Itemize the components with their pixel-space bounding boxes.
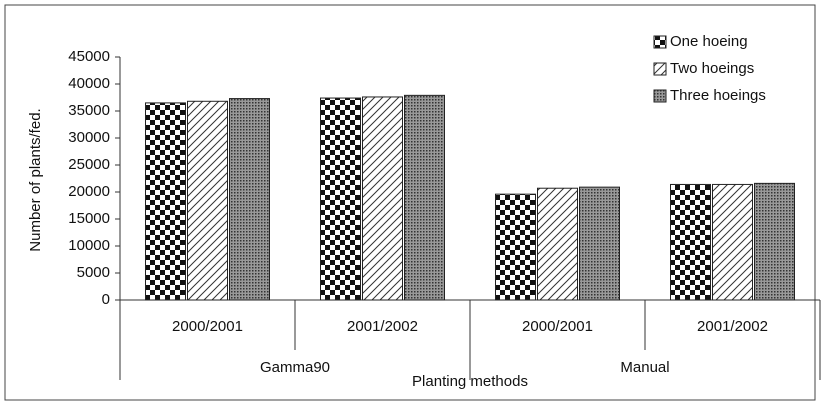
legend-label: Three hoeings: [670, 87, 766, 104]
legend-swatch: [653, 35, 667, 49]
legend-swatch: [653, 62, 667, 76]
group-label: Gamma90: [260, 359, 330, 376]
y-tick-label: 10000: [68, 237, 110, 254]
frame: [4, 4, 816, 401]
x-tick-label: 2000/2001: [172, 318, 243, 335]
y-tick-label: 15000: [68, 210, 110, 227]
bar: [404, 94, 445, 301]
bar: [187, 100, 228, 301]
legend-swatch: [653, 89, 667, 103]
bar: [579, 186, 620, 301]
bar: [754, 182, 795, 301]
group-label: Manual: [620, 359, 669, 376]
bar: [537, 187, 578, 301]
x-axis-title: Planting methods: [412, 373, 528, 390]
y-tick-label: 25000: [68, 156, 110, 173]
y-tick-label: 35000: [68, 102, 110, 119]
bar: [670, 183, 711, 301]
y-tick-label: 45000: [68, 48, 110, 65]
bar: [229, 98, 270, 301]
y-tick-label: 20000: [68, 183, 110, 200]
y-tick-label: 40000: [68, 75, 110, 92]
bar: [320, 97, 361, 301]
x-tick-label: 2000/2001: [522, 318, 593, 335]
y-tick-label: 30000: [68, 129, 110, 146]
y-tick-label: 5000: [77, 264, 110, 281]
x-tick-label: 2001/2002: [697, 318, 768, 335]
bar: [362, 96, 403, 301]
y-tick-label: 0: [102, 291, 110, 308]
x-tick-label: 2001/2002: [347, 318, 418, 335]
legend-label: One hoeing: [670, 33, 748, 50]
bar: [145, 102, 186, 301]
legend-label: Two hoeings: [670, 60, 754, 77]
bar: [495, 193, 536, 301]
y-axis-title: Number of plants/fed.: [27, 108, 44, 251]
bar: [712, 183, 753, 301]
